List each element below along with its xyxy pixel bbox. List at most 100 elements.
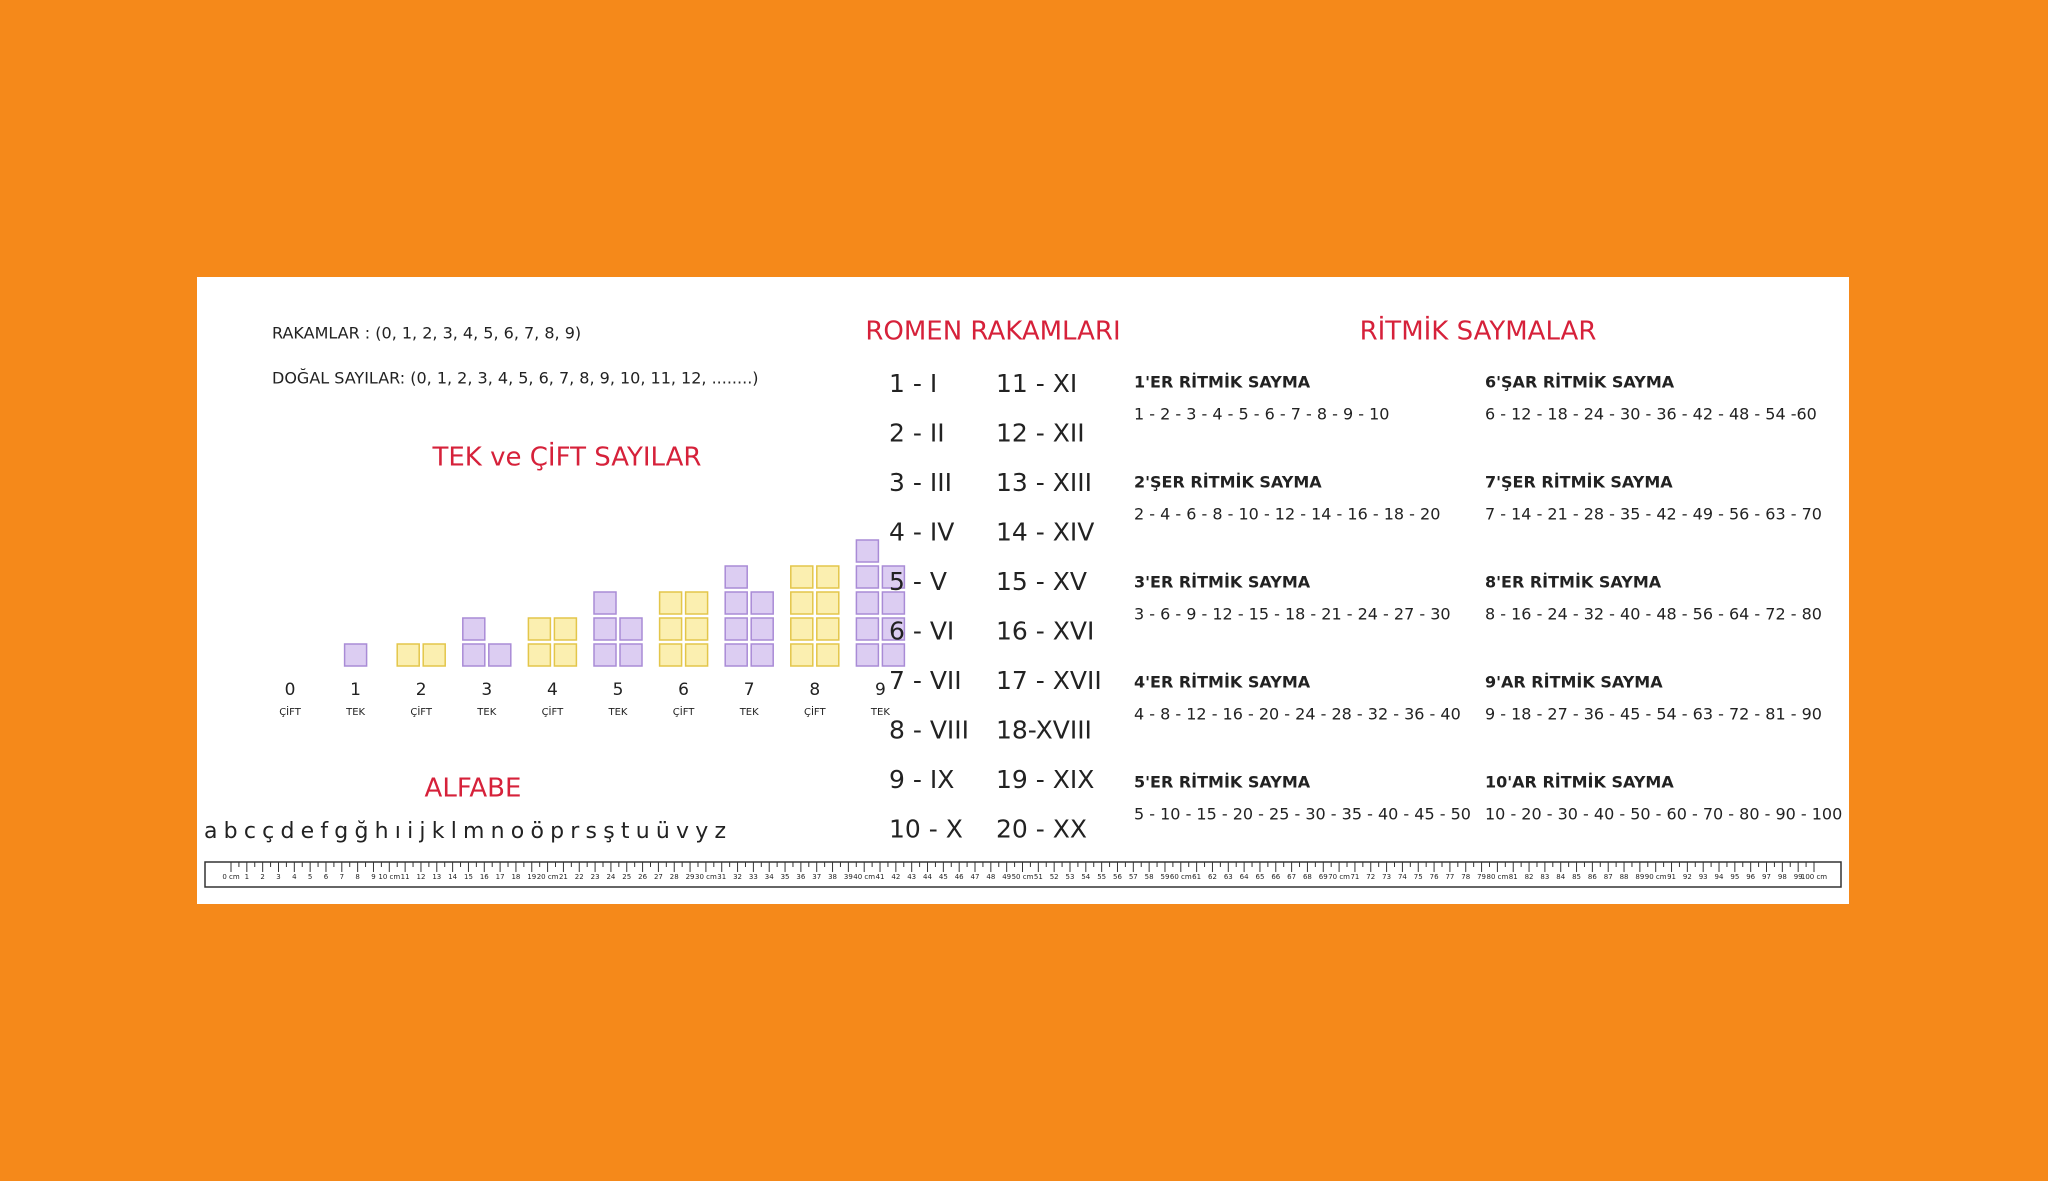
ruler-label: 35: [781, 873, 790, 881]
square: [422, 643, 446, 667]
square: [881, 565, 906, 589]
rhythm-heading: 5'ER RİTMİK SAYMA: [1134, 773, 1311, 792]
ruler-label: 17: [496, 873, 505, 881]
ruler-label: 6: [324, 873, 329, 881]
square: [816, 617, 840, 641]
ruler-label: 5: [308, 873, 312, 881]
rhythm-title: RİTMİK SAYMALAR: [1360, 315, 1597, 347]
ruler-label: 1: [245, 873, 249, 881]
ruler-label: 93: [1699, 873, 1708, 881]
ruler-label: 15: [464, 873, 473, 881]
square: [619, 617, 643, 641]
ruler-label: 46: [955, 873, 964, 881]
parity-label: ÇİFT: [279, 705, 302, 718]
rhythm-sequence: 5 - 10 - 15 - 20 - 25 - 30 - 35 - 40 - 4…: [1134, 805, 1471, 824]
ruler-label: 66: [1271, 873, 1280, 881]
square: [881, 643, 906, 667]
square: [684, 617, 709, 641]
ruler-label: 99: [1794, 873, 1803, 881]
square: [396, 643, 420, 667]
square: [816, 565, 840, 589]
ruler-label: 25: [622, 873, 631, 881]
rhythm-heading: 7'ŞER RİTMİK SAYMA: [1485, 473, 1673, 492]
ruler-label: 8: [355, 873, 359, 881]
square: [724, 617, 748, 641]
ruler-label: 76: [1430, 873, 1439, 881]
ruler-label: 29: [686, 873, 695, 881]
rhythm-sequence: 8 - 16 - 24 - 32 - 40 - 48 - 56 - 64 - 7…: [1485, 605, 1822, 624]
ruler-label: 61: [1192, 873, 1201, 881]
square: [619, 643, 643, 667]
parity-label: ÇİFT: [410, 705, 433, 718]
ruler-label: 55: [1097, 873, 1106, 881]
ruler-label: 31: [717, 873, 726, 881]
ruler-label: 47: [971, 873, 980, 881]
roman-item: 14 - XIV: [996, 518, 1094, 547]
ruler-label: 62: [1208, 873, 1217, 881]
ruler-label: 27: [654, 873, 663, 881]
number-label: 2: [416, 680, 427, 700]
roman-item: 16 - XVI: [996, 617, 1094, 646]
ruler-label: 91: [1667, 873, 1676, 881]
roman-item: 8 - VIII: [889, 716, 969, 745]
ruler-label: 92: [1683, 873, 1692, 881]
ruler-label: 84: [1556, 873, 1565, 881]
ruler-label: 58: [1145, 873, 1154, 881]
ruler-label: 85: [1572, 873, 1581, 881]
rhythm-heading: 8'ER RİTMİK SAYMA: [1485, 573, 1662, 592]
rhythm-heading: 3'ER RİTMİK SAYMA: [1134, 573, 1311, 592]
parity-label: TEK: [476, 707, 496, 718]
ruler-label: 78: [1461, 873, 1470, 881]
square: [658, 591, 683, 615]
ruler-label: 41: [876, 873, 885, 881]
ruler-label: 75: [1414, 873, 1423, 881]
ruler-label: 44: [923, 873, 932, 881]
number-label: 4: [547, 680, 558, 700]
ruler-label: 87: [1604, 873, 1613, 881]
ruler-label: 69: [1319, 873, 1328, 881]
roman-item: 9 - IX: [889, 765, 954, 794]
ruler-label: 42: [891, 873, 900, 881]
ruler-label: 34: [765, 873, 774, 881]
ruler-label: 60 cm: [1170, 873, 1192, 881]
ruler-label: 12: [416, 873, 425, 881]
ruler-label: 64: [1240, 873, 1249, 881]
ruler-label: 54: [1081, 873, 1090, 881]
square: [881, 617, 906, 641]
number-label: 9: [875, 680, 886, 700]
ruler-label: 38: [828, 873, 837, 881]
rhythm-sequence: 6 - 12 - 18 - 24 - 30 - 36 - 42 - 48 - 5…: [1485, 405, 1817, 424]
square: [724, 565, 748, 589]
ruler-label: 81: [1509, 873, 1518, 881]
square: [658, 617, 683, 641]
ruler-label: 51: [1034, 873, 1043, 881]
square: [855, 591, 880, 615]
ruler-label: 53: [1066, 873, 1075, 881]
square: [855, 565, 880, 589]
square: [343, 643, 368, 667]
number-label: 0: [285, 680, 296, 700]
roman-title: ROMEN RAKAMLARI: [865, 317, 1120, 347]
ruler-label: 82: [1525, 873, 1534, 881]
ruler-label: 14: [448, 873, 457, 881]
ruler-label: 80 cm: [1486, 873, 1508, 881]
square: [684, 643, 709, 667]
ruler-label: 45: [939, 873, 948, 881]
square: [855, 617, 880, 641]
odd-even-title: TEK ve ÇİFT SAYILAR: [432, 441, 702, 473]
rhythm-heading: 10'AR RİTMİK SAYMA: [1485, 773, 1674, 792]
rhythm-sequence: 2 - 4 - 6 - 8 - 10 - 12 - 14 - 16 - 18 -…: [1134, 505, 1440, 524]
ruler-label: 59: [1161, 873, 1170, 881]
roman-item: 6 - VI: [889, 617, 954, 646]
ruler-label: 19: [527, 873, 536, 881]
square: [658, 643, 683, 667]
ruler-label: 36: [796, 873, 805, 881]
roman-item: 5 - V: [889, 567, 947, 596]
square: [790, 643, 814, 667]
ruler-label: 68: [1303, 873, 1312, 881]
ruler-label: 94: [1715, 873, 1724, 881]
ruler-label: 79: [1477, 873, 1486, 881]
alphabet-letters: a b c ç d e f g ğ h ı i j k l m n o ö p …: [204, 819, 726, 844]
square: [527, 643, 552, 667]
alphabet-title: ALFABE: [425, 774, 522, 804]
